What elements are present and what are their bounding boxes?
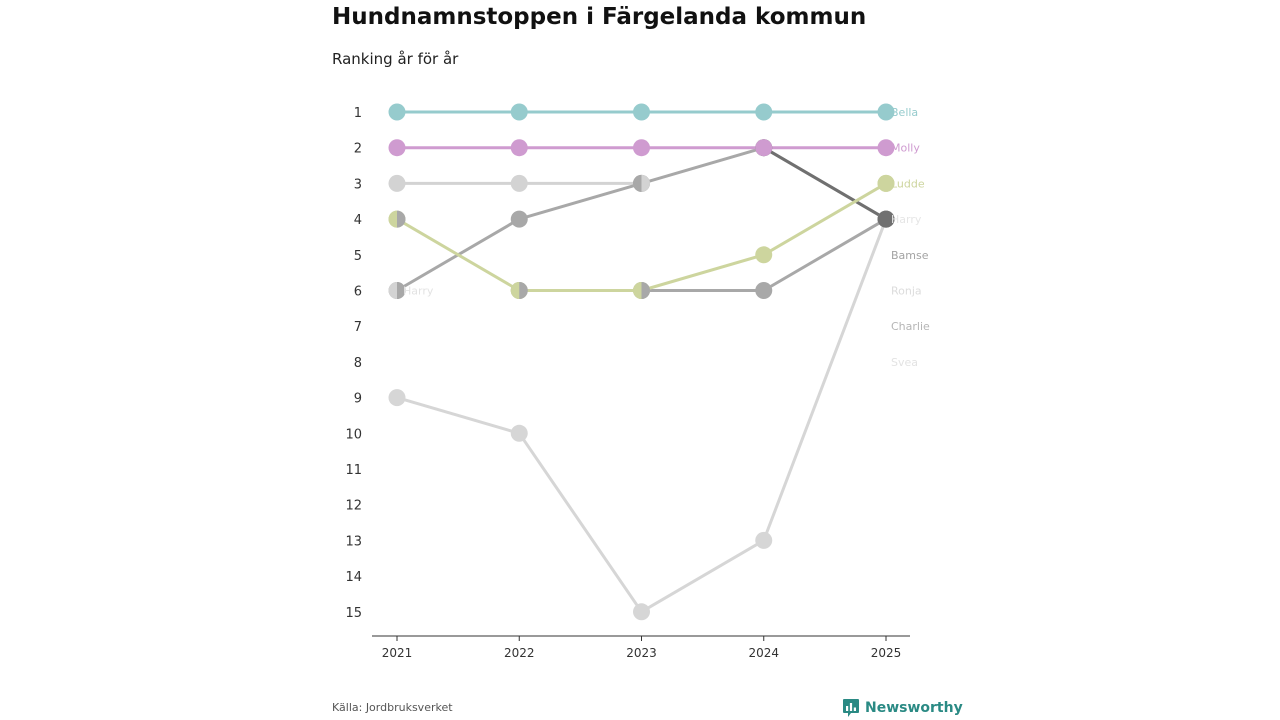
end-label-molly: Molly — [891, 142, 920, 155]
x-axis: 2021 2022 2023 2024 2025 — [372, 635, 910, 660]
series-line-ludde — [395, 181, 888, 292]
y-tick-label-4: 4 — [354, 213, 362, 228]
y-tick-label-13: 13 — [345, 534, 362, 549]
overlap-marker-left-2023-3 — [633, 174, 642, 192]
annotation-harry: Harry — [403, 285, 434, 298]
overlap-marker-right-2021-6 — [397, 282, 406, 299]
y-tick-label-3: 3 — [354, 177, 362, 192]
y-tick-label-6: 6 — [354, 285, 362, 300]
overlap-marker-right-2023-3 — [641, 174, 650, 192]
marker-molly-2024 — [755, 139, 773, 157]
series-line-harry — [762, 146, 888, 221]
end-label-ludde: Ludde — [891, 177, 925, 190]
series-end-labels: Bella Molly Ludde Harry Bamse Ronja Charlie Sve… — [891, 106, 930, 369]
marker-charlie-2021 — [388, 174, 406, 192]
end-label-charlie: Charlie — [891, 320, 930, 333]
overlap-marker-right-2023-6 — [641, 282, 650, 299]
brand-name: Newsworthy — [865, 700, 963, 716]
marker-bella-2023 — [633, 103, 650, 121]
series-line-bamse — [395, 146, 888, 292]
marker-harry-2025 — [877, 210, 895, 228]
chart-title: Hundnamnstoppen i Färgelanda kommun — [332, 4, 867, 30]
marker-ludde-2024 — [755, 246, 773, 264]
end-label-bamse: Bamse — [891, 249, 929, 262]
x-tick-label-2025: 2025 — [871, 646, 902, 660]
y-tick-label-9: 9 — [354, 392, 362, 407]
end-label-bella: Bella — [891, 106, 918, 119]
y-tick-label-11: 11 — [345, 463, 362, 478]
overlap-marker-left-2021-6 — [388, 282, 397, 299]
marker-molly-2021 — [388, 139, 406, 157]
marker-bella-2024 — [755, 103, 773, 121]
overlap-marker-left-2021-4 — [388, 210, 397, 228]
bar-chart-badge-icon — [843, 699, 859, 717]
series-line-svea — [395, 217, 888, 614]
source-note: Källa: Jordbruksverket — [332, 701, 453, 714]
marker-bella-2022 — [510, 103, 528, 121]
y-tick-label-12: 12 — [345, 499, 362, 514]
marker-svea-2024 — [755, 531, 773, 549]
brand: Newsworthy — [842, 698, 963, 718]
marker-bamse-2022 — [510, 210, 528, 228]
x-tick-label-2021: 2021 — [382, 646, 413, 660]
marker-ronja-2024 — [755, 282, 773, 299]
overlap-marker-left-2022-6 — [510, 282, 520, 299]
chart-annotations: Harry — [403, 285, 434, 298]
overlap-marker-left-2023-6 — [633, 282, 642, 299]
y-tick-label-8: 8 — [354, 356, 362, 371]
marker-charlie-2022 — [510, 174, 528, 192]
marker-svea-2021 — [388, 389, 406, 407]
y-tick-label-14: 14 — [345, 570, 362, 585]
y-tick-label-5: 5 — [354, 249, 362, 264]
marker-molly-2025 — [877, 139, 895, 157]
y-tick-label-15: 15 — [345, 606, 362, 621]
x-tick-label-2022: 2022 — [504, 646, 535, 660]
overlap-marker-right-2025-3 — [886, 174, 895, 192]
y-tick-label-1: 1 — [354, 106, 362, 121]
overlap-markers — [388, 174, 895, 299]
y-tick-label-10: 10 — [345, 427, 362, 442]
marker-molly-2022 — [510, 139, 528, 157]
y-tick-label-2: 2 — [354, 142, 362, 157]
chart-subtitle: Ranking år för år — [332, 50, 459, 68]
overlap-marker-right-2021-4 — [397, 210, 406, 228]
end-label-svea: Svea — [891, 356, 918, 369]
marker-svea-2023 — [633, 603, 650, 621]
overlap-marker-left-2025-3 — [877, 174, 886, 192]
x-tick-label-2024: 2024 — [748, 646, 779, 660]
series-line-ronja — [517, 217, 888, 292]
end-label-harry: Harry — [891, 213, 922, 226]
marker-bella-2025 — [877, 103, 895, 121]
marker-molly-2023 — [633, 139, 650, 157]
overlap-marker-right-2022-6 — [519, 282, 528, 299]
y-tick-label-7: 7 — [354, 320, 362, 335]
marker-bella-2021 — [388, 103, 406, 121]
marker-svea-2022 — [510, 424, 528, 442]
end-label-ronja: Ronja — [891, 285, 922, 298]
x-tick-label-2023: 2023 — [626, 646, 657, 660]
